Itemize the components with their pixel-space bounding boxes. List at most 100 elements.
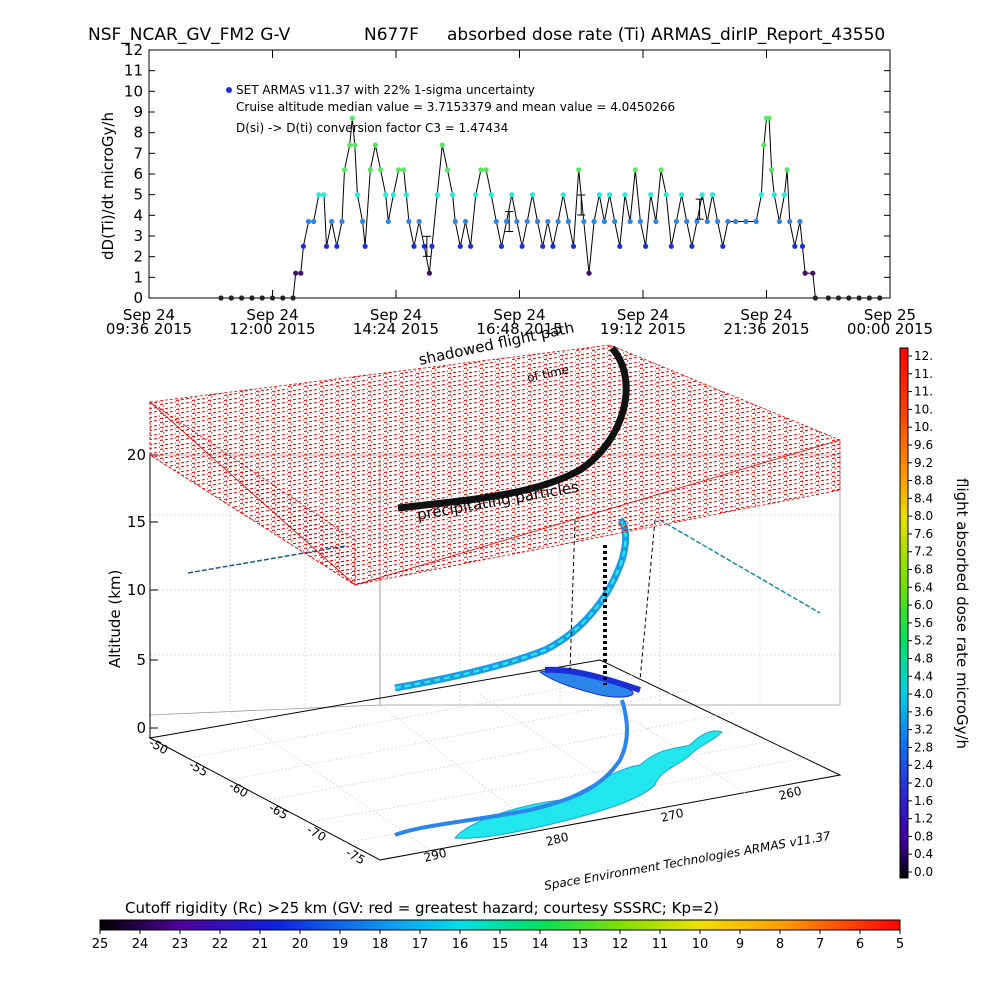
data-point xyxy=(468,243,474,249)
data-point xyxy=(483,167,489,173)
data-point xyxy=(769,167,775,173)
altitude-ticks: 0 5 10 15 20 xyxy=(127,446,158,737)
bottom-tick-label: 8 xyxy=(776,937,784,952)
legend-marker xyxy=(226,87,232,93)
data-point xyxy=(367,167,373,173)
dose-rate-colorbar: 12. 11. 11. 10. 10. 9.6 9.2 8.8 8.4 8.0 7.6 7.2 6.8 6… xyxy=(899,347,971,879)
legend-entry-series: SET ARMAS v11.37 with 22% 1-sigma uncert… xyxy=(236,83,535,97)
colorbar-tick-label: 10. xyxy=(914,420,933,434)
three-d-flight-plot: 0 5 10 15 20 Altitude (km) -50 -55 -60 -65 -70 -7… xyxy=(106,318,842,893)
data-point xyxy=(321,192,327,198)
bottom-colorbar-title: Cutoff rigidity (Rc) >25 km (GV: red = g… xyxy=(125,899,719,917)
data-point xyxy=(627,218,633,225)
data-point xyxy=(653,218,659,225)
data-point xyxy=(570,243,577,249)
data-point xyxy=(259,295,265,301)
bottom-tick-label: 7 xyxy=(816,937,824,952)
data-point xyxy=(802,270,808,276)
x-tick-time: 12:00 2015 xyxy=(229,320,315,338)
latitude-tick-label: -50 xyxy=(147,735,171,757)
data-point xyxy=(596,192,602,198)
data-point xyxy=(673,218,680,225)
data-point xyxy=(632,167,638,173)
data-point xyxy=(540,243,546,249)
y-tick-label: 11 xyxy=(124,62,143,80)
bottom-tick-label: 15 xyxy=(492,937,509,952)
data-point xyxy=(792,243,798,249)
data-point xyxy=(300,243,306,249)
data-point xyxy=(704,218,710,225)
data-point xyxy=(493,218,499,225)
colorbar-tick-label: 8.4 xyxy=(914,491,933,505)
side-projection-right xyxy=(659,519,821,614)
bottom-colorbar-gradient xyxy=(99,919,901,931)
data-point xyxy=(334,243,340,249)
data-point xyxy=(684,218,690,225)
data-point xyxy=(810,270,816,276)
bottom-tick-label: 5 xyxy=(896,937,904,952)
altitude-label: Altitude (km) xyxy=(106,570,124,668)
data-point xyxy=(787,218,793,225)
data-point xyxy=(228,295,234,301)
data-point xyxy=(776,218,783,225)
colorbar-tick-label: 2.0 xyxy=(914,776,933,790)
data-point xyxy=(586,270,592,276)
colorbar-tick-label: 9.2 xyxy=(914,456,933,470)
bottom-tick-label: 17 xyxy=(412,937,429,952)
y-tick-label: 3 xyxy=(133,227,143,245)
data-point xyxy=(663,192,669,198)
colorbar-tick-label: 8.8 xyxy=(914,474,933,488)
bottom-tick-label: 14 xyxy=(532,937,549,952)
title-description: absorbed dose rate (Ti) ARMAS_dirIP_Repo… xyxy=(447,25,885,45)
shadowed-flight-path xyxy=(397,345,630,512)
y-tick-label: 7 xyxy=(133,144,143,162)
colorbar-tick-label: 4.8 xyxy=(914,651,933,665)
data-point xyxy=(290,295,296,301)
bottom-colorbar-ticks: 25 24 23 22 21 20 19 18 17 16 15 14 13 12 11 10 9 8 7 6 5 xyxy=(92,930,904,952)
colorbar-tick-label: 3.6 xyxy=(914,705,933,719)
data-point xyxy=(555,218,561,225)
data-point xyxy=(478,167,484,173)
data-point xyxy=(689,243,695,249)
data-point xyxy=(316,192,322,198)
data-point xyxy=(360,218,366,225)
data-point xyxy=(311,218,317,225)
data-point xyxy=(797,218,803,225)
data-point xyxy=(694,218,700,225)
data-point xyxy=(341,167,348,173)
annotation-cruise-altitude: Cruise altitude median value = 3.7153379… xyxy=(236,100,675,114)
data-point xyxy=(648,192,654,198)
data-point xyxy=(550,243,556,249)
y-tick-label: 2 xyxy=(133,248,143,266)
x-tick-time: 16:48 2015 xyxy=(476,320,562,338)
data-point xyxy=(643,243,649,249)
x-tick-time: 09:36 2015 xyxy=(106,320,192,338)
colorbar-tick-label: 0.0 xyxy=(914,865,933,879)
data-point xyxy=(835,295,842,301)
bottom-tick-label: 12 xyxy=(612,937,629,952)
colorbar-tick-label: 7.6 xyxy=(914,527,933,541)
data-point xyxy=(452,218,458,225)
data-point xyxy=(715,218,721,225)
latitude-tick-label: -60 xyxy=(227,778,251,800)
data-point xyxy=(354,192,360,198)
data-point xyxy=(403,192,409,198)
x-tick-date: Sep 24 xyxy=(246,306,298,324)
data-point xyxy=(766,115,772,121)
colorbar-tick-label: 0.4 xyxy=(914,847,933,861)
colorbar-tick-label: 3.2 xyxy=(914,723,933,737)
colorbar-tick-label: 11. xyxy=(914,367,933,381)
data-point xyxy=(771,192,777,198)
colorbar-tick-label: 4.4 xyxy=(914,669,933,683)
data-point xyxy=(591,218,597,225)
x-tick-time: 00:00 2015 xyxy=(847,320,933,338)
data-point xyxy=(362,243,368,249)
data-point xyxy=(504,218,510,225)
colorbar-tick-label: 5.6 xyxy=(914,616,933,630)
colorbar-tick-label: 8.0 xyxy=(914,509,933,523)
data-point xyxy=(679,192,685,198)
data-point xyxy=(457,243,463,249)
data-point xyxy=(426,270,432,276)
data-point xyxy=(385,218,391,225)
